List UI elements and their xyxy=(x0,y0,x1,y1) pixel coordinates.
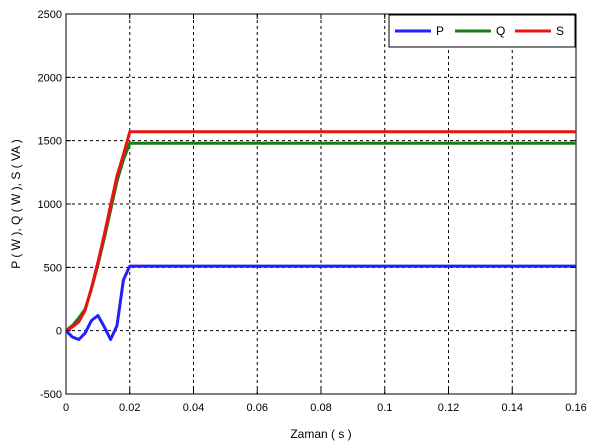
y-tick-label: -500 xyxy=(40,389,62,401)
x-tick-label: 0.02 xyxy=(119,402,140,414)
x-tick-label: 0.14 xyxy=(502,402,523,414)
x-tick-label: 0.06 xyxy=(247,402,268,414)
x-tick-label: 0 xyxy=(63,402,69,414)
y-axis-label: P ( W ), Q ( W ), S ( VA ) xyxy=(9,139,23,269)
y-tick-label: 1000 xyxy=(38,199,62,211)
x-tick-label: 0.04 xyxy=(183,402,204,414)
y-tick-label: 500 xyxy=(44,262,62,274)
y-axis-ticks: -500 0 500 1000 1500 2000 2500 xyxy=(38,9,576,401)
series-lines xyxy=(64,130,576,341)
y-tick-label: 1500 xyxy=(38,136,62,148)
y-tick-label: 0 xyxy=(56,326,62,338)
legend-label-p: P xyxy=(436,24,444,38)
series-line-p xyxy=(64,264,576,341)
series-line-s xyxy=(65,130,576,332)
x-axis-label: Zaman ( s ) xyxy=(290,427,351,441)
y-tick-label: 2000 xyxy=(38,72,62,84)
x-tick-label: 0.1 xyxy=(377,402,392,414)
x-tick-label: 0.08 xyxy=(310,402,331,414)
legend-label-s: S xyxy=(556,24,564,38)
x-tick-label: 0.16 xyxy=(565,402,586,414)
y-tick-label: 2500 xyxy=(38,9,62,21)
x-axis-ticks: 0 0.02 0.04 0.06 0.08 0.1 0.12 0.14 0.16 xyxy=(63,14,587,414)
x-tick-label: 0.12 xyxy=(438,402,459,414)
legend-label-q: Q xyxy=(496,24,505,38)
